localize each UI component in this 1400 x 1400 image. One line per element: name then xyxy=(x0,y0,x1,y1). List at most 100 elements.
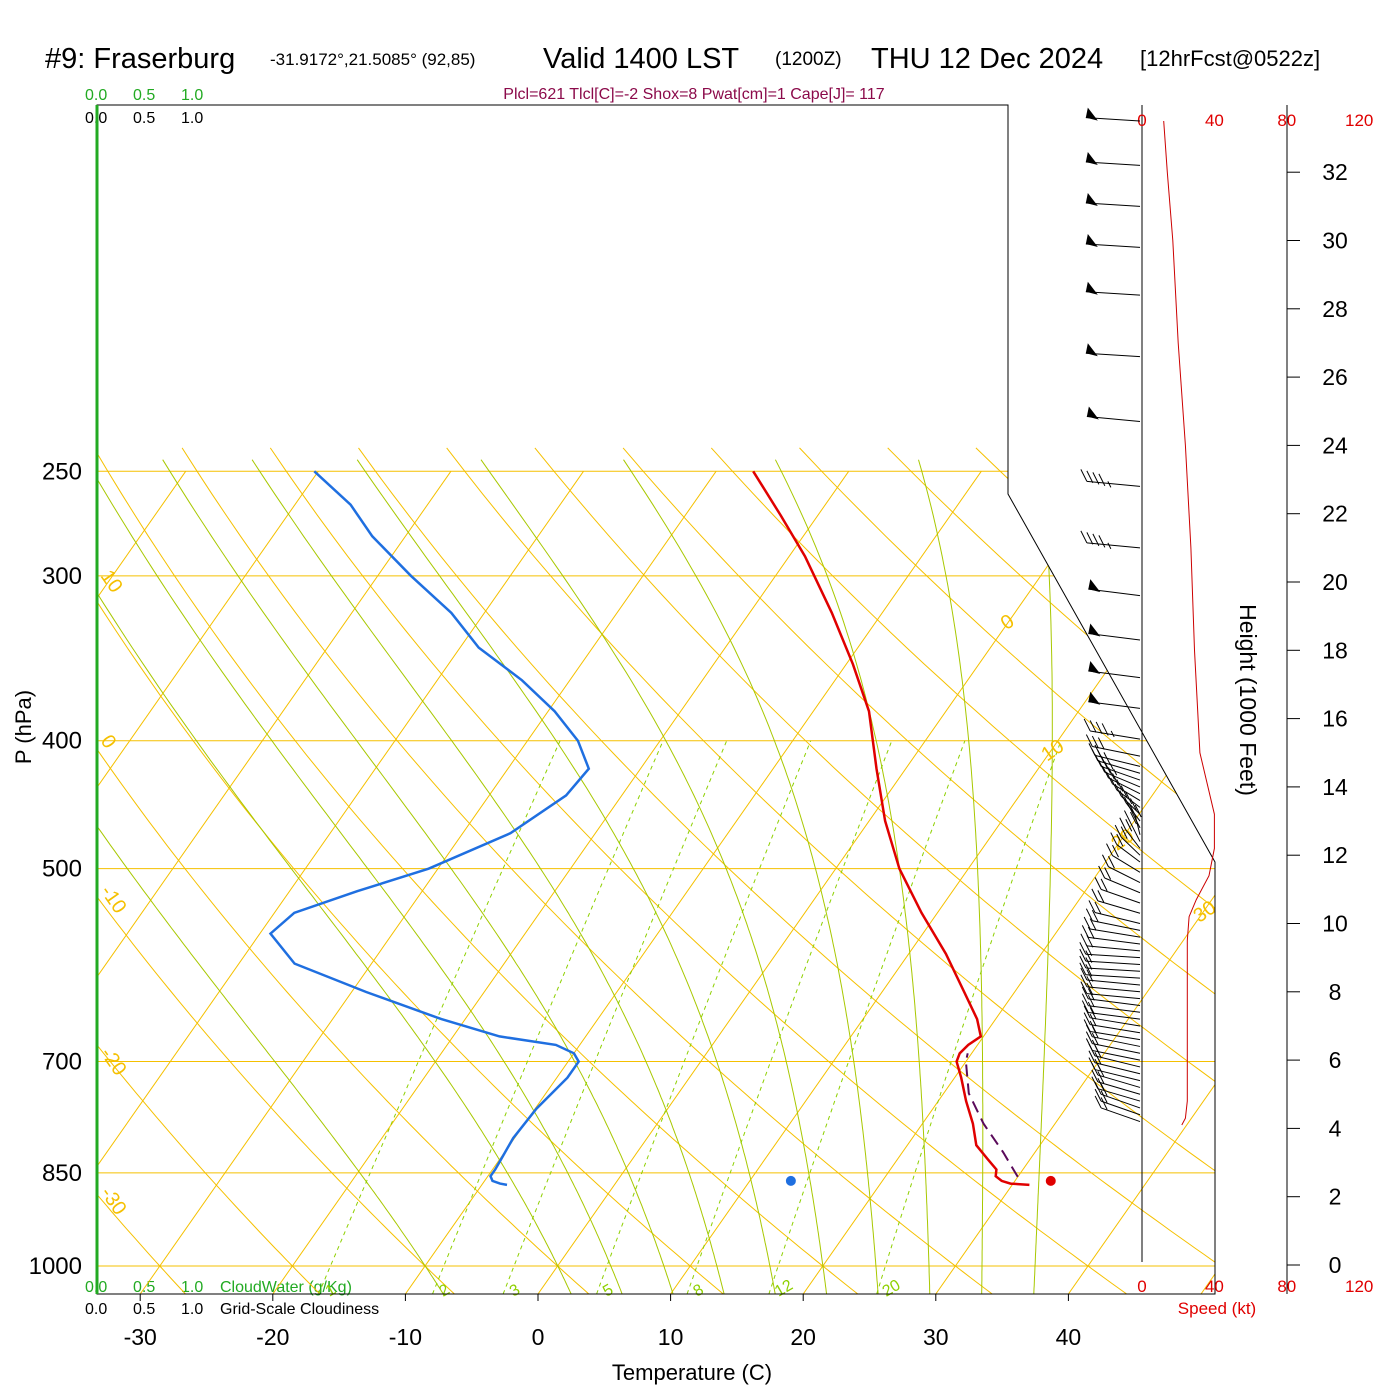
barb-feather xyxy=(1079,948,1087,962)
wind-speed-tick-label: 40 xyxy=(1205,111,1224,130)
barb-staff xyxy=(1104,771,1141,788)
wind-speed-tick-label: 0 xyxy=(1137,1277,1146,1296)
wind-barb xyxy=(1080,530,1141,550)
height-tick-label: 0 xyxy=(1329,1252,1342,1278)
isotherm-line xyxy=(537,471,1115,1294)
barb-feather xyxy=(1086,470,1094,484)
wind-barb xyxy=(1085,193,1141,207)
barb-feather xyxy=(1085,908,1093,921)
barb-feather xyxy=(1112,844,1119,858)
zulu-time: (1200Z) xyxy=(775,49,842,70)
barb-feather xyxy=(1119,817,1127,830)
wind-barb xyxy=(1124,810,1141,842)
barb-staff xyxy=(1134,815,1141,835)
mixing-ratio-label: 12 xyxy=(772,1277,796,1301)
barb-staff xyxy=(1090,928,1141,938)
barb-feather xyxy=(1083,718,1091,732)
barb-staff xyxy=(1086,480,1141,487)
wind-barb xyxy=(1114,824,1141,856)
wind-panel: 0246810121416182022242628303200404080801… xyxy=(1079,105,1373,1296)
cloudwater-label: CloudWater (g/Kg) xyxy=(220,1279,352,1296)
isotherm-label: 0 xyxy=(96,731,120,753)
wind-barb xyxy=(1106,771,1141,801)
wind-barb xyxy=(1085,107,1141,122)
cloudiness-bottom-tick: 0.5 xyxy=(133,1301,155,1318)
barb-feather xyxy=(1106,843,1113,856)
dry-adiabat-line xyxy=(97,447,455,1294)
cloudwater-top-tick: 1.0 xyxy=(181,87,203,104)
temperature-tick-label: 20 xyxy=(790,1324,816,1350)
wind-barb xyxy=(1124,796,1141,829)
wind-barb xyxy=(1102,854,1141,883)
wind-speed-tick-label: 0 xyxy=(1137,111,1146,130)
barb-feather xyxy=(1085,957,1093,970)
mixing-ratio-label: 20 xyxy=(880,1277,904,1301)
barb-staff xyxy=(1097,1081,1141,1095)
isotherm-line xyxy=(1200,471,1215,1294)
barb-feather xyxy=(1112,773,1119,786)
cloudwater-top-scale: 0.0 0.5 1.0 0.0 0.5 1.0 xyxy=(85,87,203,127)
temperature-tick-label: 10 xyxy=(658,1324,684,1350)
barb-feather xyxy=(1081,986,1089,1000)
wind-barb xyxy=(1080,974,1141,993)
barb-feather xyxy=(1085,1031,1093,1044)
mixing-ratio-line xyxy=(596,740,812,1294)
mixing-ratio-line xyxy=(502,740,728,1294)
valid-date: THU 12 Dec 2024 xyxy=(871,43,1103,75)
barb-staff xyxy=(1112,855,1141,873)
barb-feather xyxy=(1134,804,1142,818)
barb-feather xyxy=(1087,994,1095,1008)
barb-feather xyxy=(1089,1007,1097,1020)
barb-staff xyxy=(1125,829,1141,849)
height-tick-label: 18 xyxy=(1322,637,1348,663)
barb-staff xyxy=(1086,979,1141,986)
barb-staff xyxy=(1100,1100,1141,1116)
dry-adiabat-line xyxy=(97,447,321,1294)
isotherm-line xyxy=(97,471,187,1294)
barb-feather xyxy=(1091,735,1099,749)
barb-feather xyxy=(1094,754,1102,767)
isotherm-label: 30 xyxy=(1190,897,1221,928)
barb-staff xyxy=(1100,1093,1141,1109)
pressure-tick-label: 700 xyxy=(42,1049,82,1076)
wind-barb xyxy=(1085,1031,1141,1054)
barb-staff xyxy=(1120,836,1141,856)
wind-barb xyxy=(1098,865,1141,894)
barb-half-feather xyxy=(1107,481,1112,488)
wind-barb xyxy=(1102,765,1141,795)
barb-feather xyxy=(1086,982,1094,996)
height-tick-label: 8 xyxy=(1329,979,1342,1005)
isotherm-line xyxy=(1067,471,1215,1294)
height-tick-label: 14 xyxy=(1322,774,1348,800)
valid-time: Valid 1400 LST xyxy=(543,43,739,75)
barb-feather xyxy=(1080,974,1088,988)
barb-staff xyxy=(1100,1107,1141,1123)
barb-feather xyxy=(1094,1045,1102,1058)
height-tick-label: 26 xyxy=(1322,364,1348,390)
mixing-ratio-label: 3 xyxy=(507,1281,523,1300)
dry-adiabat-line xyxy=(710,447,1215,1294)
isotherm-label: -10 xyxy=(96,881,131,917)
barb-pennant xyxy=(1088,579,1101,593)
station-title: #9: Fraserburg xyxy=(45,43,235,75)
barb-feather xyxy=(1079,962,1087,976)
barb-staff xyxy=(1085,960,1141,965)
barb-staff xyxy=(1097,1074,1141,1088)
wind-barb xyxy=(1094,1082,1141,1109)
barb-feather xyxy=(1097,737,1105,750)
wind-barb xyxy=(1081,986,1141,1006)
dry-adiabat-line xyxy=(97,447,724,1294)
pressure-tick-label: 850 xyxy=(42,1160,82,1187)
isotherm-line xyxy=(97,471,319,1294)
wind-barb xyxy=(1083,718,1141,740)
x-axis-title: Temperature (C) xyxy=(612,1360,772,1385)
barb-feather xyxy=(1106,771,1113,785)
wind-barb xyxy=(1083,1005,1141,1027)
barb-feather xyxy=(1100,755,1108,769)
wind-speed-tick-label: 80 xyxy=(1277,111,1296,130)
barb-feather xyxy=(1114,824,1122,838)
height-tick-label: 32 xyxy=(1322,159,1348,185)
barb-staff xyxy=(1108,777,1141,795)
wind-speed-tick-label: 80 xyxy=(1277,1277,1296,1296)
barb-staff xyxy=(1094,1062,1141,1075)
